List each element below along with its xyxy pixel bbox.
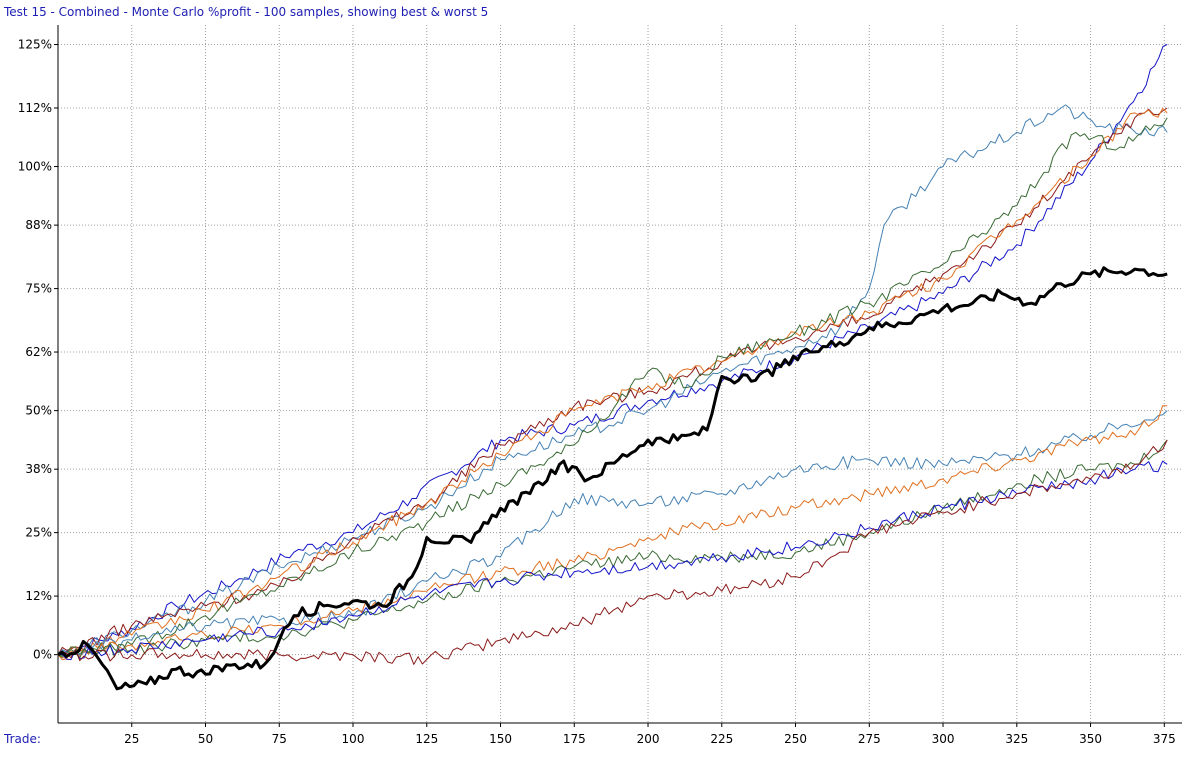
x-tick-label: 225 (710, 732, 733, 746)
series-line (57, 117, 1168, 657)
series-line (57, 405, 1168, 661)
y-tick-label: 0% (33, 648, 52, 662)
x-tick-label: 125 (415, 732, 438, 746)
y-tick-label: 88% (25, 218, 52, 232)
x-tick-label: 375 (1153, 732, 1176, 746)
series-line (57, 104, 1168, 658)
series-line (57, 410, 1168, 656)
x-tick-label: 275 (858, 732, 881, 746)
y-tick-label: 50% (25, 404, 52, 418)
y-tick-label: 100% (18, 160, 52, 174)
x-tick-label: 50 (198, 732, 213, 746)
y-tick-label: 112% (18, 101, 52, 115)
chart-title: Test 15 - Combined - Monte Carlo %profit… (4, 5, 489, 19)
axes (57, 25, 1182, 724)
x-tick-label: 175 (563, 732, 586, 746)
y-tick-label: 62% (25, 345, 52, 359)
y-tick-label: 38% (25, 462, 52, 476)
x-tick-label: 150 (489, 732, 512, 746)
x-tick-label: 100 (342, 732, 365, 746)
x-tick-label: 250 (784, 732, 807, 746)
x-axis-label: Trade: (4, 732, 41, 746)
x-tick-labels: 25 50 75 100 125 150 175 200 225 250 275 300 325 350 3… (124, 723, 1176, 746)
y-tick-label: 75% (25, 282, 52, 296)
series-line (57, 439, 1168, 665)
x-tick-label: 75 (272, 732, 287, 746)
x-tick-label: 25 (124, 732, 139, 746)
x-tick-label: 325 (1005, 732, 1028, 746)
x-tick-label: 200 (637, 732, 660, 746)
series-line (57, 107, 1168, 655)
y-tick-label: 25% (25, 526, 52, 540)
grid-lines (58, 25, 1182, 723)
series-line (57, 439, 1168, 659)
series-line (57, 107, 1168, 659)
y-tick-label: 125% (18, 38, 52, 52)
x-tick-label: 350 (1079, 732, 1102, 746)
y-tick-labels: 125% 112% 100% 88% 75% 62% 50% 38% 25% 12% 0% (18, 38, 58, 662)
series-line (57, 266, 1168, 691)
series-line (57, 460, 1168, 661)
y-tick-label: 12% (25, 589, 52, 603)
series-lines (57, 44, 1168, 691)
x-tick-label: 300 (932, 732, 955, 746)
series-line (57, 44, 1168, 656)
